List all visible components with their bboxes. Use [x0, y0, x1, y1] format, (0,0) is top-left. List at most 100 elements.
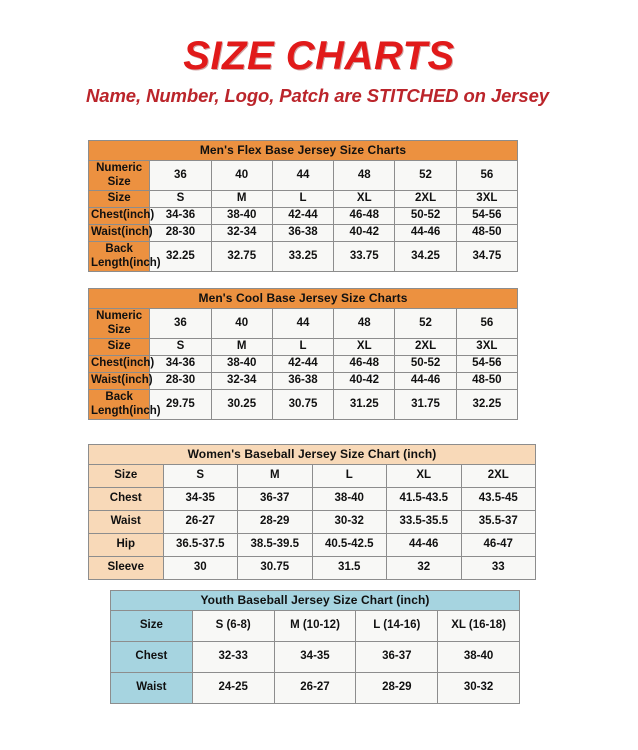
- table-cell: 44-46: [394, 372, 457, 390]
- page-title: SIZE CHARTS: [183, 34, 455, 78]
- table-cell: 32.75: [210, 241, 273, 272]
- table-cell: 30.75: [237, 556, 313, 580]
- table-cell: 44: [271, 308, 335, 339]
- table-cell: 30-32: [437, 672, 520, 704]
- table-cell: 48: [333, 308, 396, 339]
- row-label: Numeric Size: [87, 308, 151, 339]
- table-cell: 36: [149, 308, 212, 339]
- table-row: Waist 24-25 26-27 28-29 30-32: [110, 672, 520, 704]
- table-row: Size S M L XL 2XL 3XL: [87, 190, 519, 208]
- table-cell: 31.25: [333, 389, 396, 420]
- table-cell: XL: [333, 190, 396, 208]
- table-title-row: Men's Flex Base Jersey Size Charts: [88, 140, 518, 161]
- table-cell: 56: [455, 160, 519, 191]
- table-cell: L: [271, 338, 335, 356]
- table-row: Waist(inch) 28-30 32-34 36-38 40-42 44-4…: [87, 224, 519, 242]
- table-cell: M: [237, 464, 313, 488]
- table-cell: XL: [386, 464, 462, 488]
- table-cell: 24-25: [191, 672, 275, 704]
- row-label: Chest(inch): [87, 355, 154, 373]
- table-cell: 43.5-45: [460, 487, 536, 511]
- table-cell: 32.25: [455, 389, 519, 420]
- table-cell: 40.5-42.5: [311, 533, 387, 557]
- table-cell: 54-56: [455, 207, 519, 225]
- table-cell: 34.25: [394, 241, 457, 272]
- table-cell: 42-44: [271, 207, 335, 225]
- table-row: Sleeve 30 30.75 31.5 32 33: [88, 556, 536, 580]
- table-cell: 28-30: [149, 224, 212, 242]
- table-cell: 33.25: [271, 241, 335, 272]
- table-cell: 32-34: [210, 372, 273, 390]
- table-cell: 36: [149, 160, 212, 191]
- table-cell: S: [162, 464, 238, 488]
- table-cell: M: [210, 338, 273, 356]
- table-title-row: Women's Baseball Jersey Size Chart (inch…: [88, 444, 536, 465]
- table-row: Back Length(inch) 29.75 30.25 30.75 31.2…: [87, 389, 519, 420]
- table-row: Waist 26-27 28-29 30-32 33.5-35.5 35.5-3…: [88, 510, 536, 534]
- row-label: Size: [87, 338, 151, 356]
- table-cell: 34.75: [455, 241, 519, 272]
- row-label: Size: [88, 464, 164, 488]
- table-cell: 38-40: [210, 355, 273, 373]
- table-cell: 30.25: [210, 389, 273, 420]
- table-cell: 33: [460, 556, 536, 580]
- table-row: Waist(inch) 28-30 32-34 36-38 40-42 44-4…: [87, 372, 519, 390]
- table-cell: XL (16-18): [437, 610, 520, 642]
- table-cell: 52: [394, 160, 457, 191]
- table-cell: 46-47: [460, 533, 536, 557]
- table-cell: 28-30: [149, 372, 212, 390]
- row-label: Chest: [110, 641, 193, 673]
- table-cell: 41.5-43.5: [386, 487, 462, 511]
- table-cell: 3XL: [455, 190, 519, 208]
- table-cell: 48-50: [455, 224, 519, 242]
- table-cell: 50-52: [394, 207, 457, 225]
- table-cell: 36-37: [355, 641, 439, 673]
- table-cell: 26-27: [162, 510, 238, 534]
- page-subtitle: Name, Number, Logo, Patch are STITCHED o…: [86, 85, 549, 106]
- table-cell: 31.5: [311, 556, 387, 580]
- table-cell: 44-46: [386, 533, 462, 557]
- table-cell: 46-48: [333, 207, 396, 225]
- table-row: Chest(inch) 34-36 38-40 42-44 46-48 50-5…: [87, 207, 519, 225]
- table-cell: 32-33: [191, 641, 275, 673]
- table-cell: 48-50: [455, 372, 519, 390]
- table-row: Chest(inch) 34-36 38-40 42-44 46-48 50-5…: [87, 355, 519, 373]
- row-label: Waist: [88, 510, 164, 534]
- row-label: Back Length(inch): [87, 241, 161, 272]
- table-cell: 30-32: [311, 510, 387, 534]
- table-cell: S: [149, 338, 212, 356]
- row-label: Size: [110, 610, 193, 642]
- row-label: Waist(inch): [87, 224, 153, 242]
- row-label: Waist(inch): [87, 372, 153, 390]
- table-cell: 40-42: [333, 224, 396, 242]
- table-cell: 52: [394, 308, 457, 339]
- table-cell: 38-40: [437, 641, 520, 673]
- table-cell: 30: [162, 556, 238, 580]
- table-row: Size S (6-8) M (10-12) L (14-16) XL (16-…: [110, 610, 520, 642]
- table-cell: 31.75: [394, 389, 457, 420]
- row-label: Chest: [88, 487, 164, 511]
- table-cell: 33.5-35.5: [386, 510, 462, 534]
- size-table-flex-base: Men's Flex Base Jersey Size Charts Numer…: [87, 140, 519, 272]
- table-cell: L (14-16): [355, 610, 439, 642]
- table-cell: M: [210, 190, 273, 208]
- table-cell: 35.5-37: [460, 510, 536, 534]
- table-cell: 56: [455, 308, 519, 339]
- table-cell: 32-34: [210, 224, 273, 242]
- table-cell: 28-29: [237, 510, 313, 534]
- table-row: Size S M L XL 2XL 3XL: [87, 338, 519, 356]
- row-label: Size: [87, 190, 151, 208]
- table-cell: 42-44: [271, 355, 335, 373]
- size-table-womens: Women's Baseball Jersey Size Chart (inch…: [88, 444, 536, 580]
- table-cell: 34-36: [149, 355, 212, 373]
- table-row: Size S M L XL 2XL: [88, 464, 536, 488]
- table-cell: 28-29: [355, 672, 439, 704]
- table-cell: 34-35: [273, 641, 357, 673]
- row-label: Waist: [110, 672, 193, 704]
- table-cell: 38.5-39.5: [237, 533, 313, 557]
- table-cell: 40: [210, 308, 273, 339]
- table-cell: 30.75: [271, 389, 335, 420]
- table-cell: 2XL: [460, 464, 536, 488]
- table-cell: 40-42: [333, 372, 396, 390]
